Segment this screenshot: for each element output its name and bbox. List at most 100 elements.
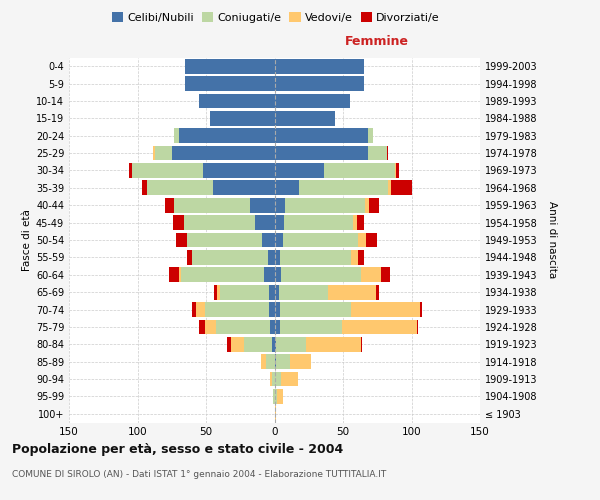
Bar [361, 268, 382, 282]
Bar [324, 163, 395, 178]
Bar [203, 163, 275, 178]
Bar [269, 285, 275, 300]
Bar [266, 354, 275, 369]
Legend: Celibi/Nubili, Coniugati/e, Vedovi/e, Divorziati/e: Celibi/Nubili, Coniugati/e, Vedovi/e, Di… [108, 8, 444, 28]
Bar [263, 268, 275, 282]
Bar [420, 302, 422, 317]
Bar [284, 215, 353, 230]
Bar [175, 128, 179, 143]
Bar [155, 146, 172, 160]
Bar [187, 232, 262, 248]
Bar [275, 302, 280, 317]
Bar [272, 372, 275, 386]
Bar [275, 128, 368, 143]
Bar [192, 250, 268, 265]
Bar [280, 250, 351, 265]
Bar [227, 337, 230, 351]
Bar [275, 59, 364, 74]
Bar [369, 198, 379, 212]
Bar [275, 320, 280, 334]
Bar [376, 285, 379, 300]
Bar [286, 198, 365, 212]
Bar [214, 285, 217, 300]
Bar [172, 146, 275, 160]
Bar [132, 163, 203, 178]
Bar [387, 146, 388, 160]
Bar [275, 76, 364, 91]
Bar [129, 163, 132, 178]
Bar [275, 215, 284, 230]
Bar [176, 232, 187, 248]
Bar [353, 215, 357, 230]
Bar [358, 250, 364, 265]
Bar [275, 268, 281, 282]
Bar [275, 406, 276, 421]
Bar [276, 354, 290, 369]
Bar [280, 320, 341, 334]
Bar [361, 337, 362, 351]
Bar [244, 337, 272, 351]
Bar [217, 285, 220, 300]
Bar [365, 198, 369, 212]
Bar [275, 389, 277, 404]
Y-axis label: Fasce di età: Fasce di età [22, 209, 32, 271]
Bar [275, 250, 280, 265]
Y-axis label: Anni di nascita: Anni di nascita [547, 202, 557, 278]
Bar [271, 320, 275, 334]
Bar [179, 128, 275, 143]
Bar [395, 163, 397, 178]
Bar [256, 215, 275, 230]
Bar [275, 198, 286, 212]
Bar [290, 354, 311, 369]
Bar [275, 232, 283, 248]
Bar [278, 285, 328, 300]
Bar [275, 354, 276, 369]
Bar [391, 180, 412, 195]
Bar [142, 180, 147, 195]
Bar [199, 94, 275, 108]
Bar [187, 250, 193, 265]
Bar [328, 285, 376, 300]
Bar [192, 302, 196, 317]
Bar [382, 268, 389, 282]
Bar [179, 268, 181, 282]
Bar [351, 302, 420, 317]
Bar [275, 94, 350, 108]
Bar [397, 163, 399, 178]
Bar [213, 180, 275, 195]
Bar [269, 302, 275, 317]
Bar [275, 337, 276, 351]
Bar [388, 180, 391, 195]
Bar [261, 354, 266, 369]
Bar [368, 146, 387, 160]
Bar [306, 337, 361, 351]
Bar [152, 146, 155, 160]
Bar [356, 215, 364, 230]
Bar [215, 320, 271, 334]
Bar [220, 285, 269, 300]
Bar [281, 372, 298, 386]
Bar [184, 215, 256, 230]
Bar [273, 389, 275, 404]
Bar [147, 180, 213, 195]
Bar [205, 320, 215, 334]
Text: Femmine: Femmine [345, 36, 409, 49]
Bar [230, 337, 244, 351]
Bar [185, 59, 275, 74]
Bar [358, 232, 366, 248]
Bar [299, 180, 388, 195]
Bar [181, 268, 263, 282]
Text: Popolazione per età, sesso e stato civile - 2004: Popolazione per età, sesso e stato civil… [12, 442, 343, 456]
Bar [351, 250, 358, 265]
Bar [366, 232, 377, 248]
Bar [268, 250, 275, 265]
Bar [341, 320, 417, 334]
Bar [173, 215, 184, 230]
Bar [196, 302, 205, 317]
Bar [417, 320, 418, 334]
Bar [250, 198, 275, 212]
Bar [283, 232, 358, 248]
Bar [275, 180, 299, 195]
Bar [280, 302, 351, 317]
Bar [275, 111, 335, 126]
